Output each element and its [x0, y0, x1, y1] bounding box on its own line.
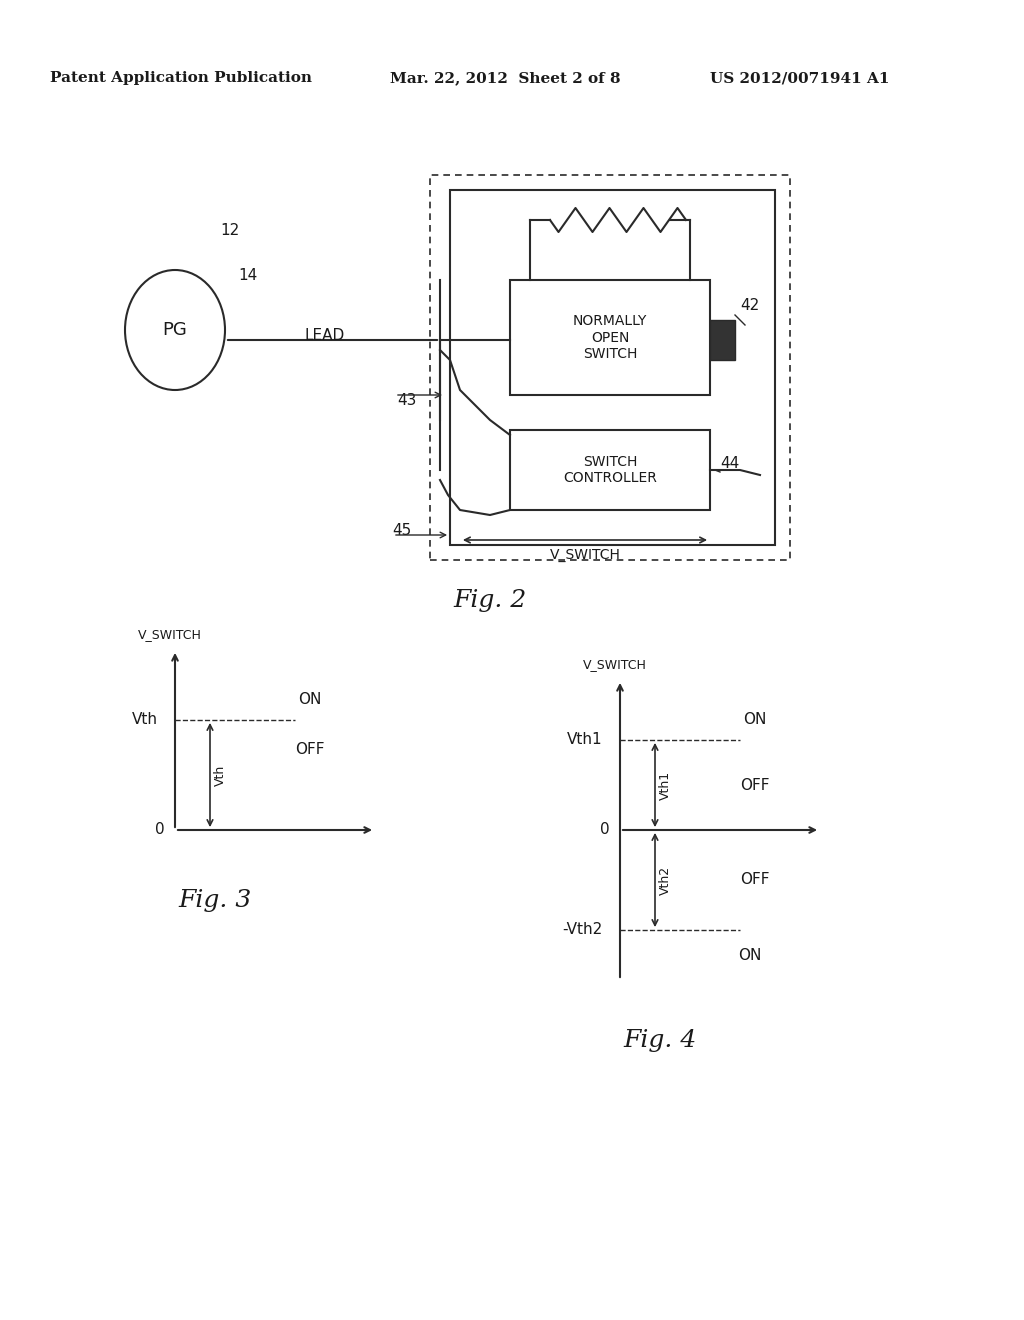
Text: 0: 0 [156, 822, 165, 837]
Bar [430, 176, 790, 560]
Text: 43: 43 [397, 393, 417, 408]
Text: ON: ON [738, 948, 762, 962]
Text: Vth1: Vth1 [567, 733, 603, 747]
Text: -Vth2: -Vth2 [562, 923, 602, 937]
Text: NORMALLY
OPEN
SWITCH: NORMALLY OPEN SWITCH [572, 314, 647, 360]
Text: Vth2: Vth2 [658, 866, 672, 895]
Text: 42: 42 [740, 298, 759, 313]
Text: Vth1: Vth1 [658, 771, 672, 800]
Bar [510, 430, 710, 510]
Text: 14: 14 [238, 268, 257, 282]
Text: OFF: OFF [295, 742, 325, 758]
Text: ON: ON [298, 693, 322, 708]
Text: LEAD: LEAD [305, 327, 345, 343]
Text: Patent Application Publication: Patent Application Publication [50, 71, 312, 84]
Text: SWITCH
CONTROLLER: SWITCH CONTROLLER [563, 455, 657, 486]
Text: Fig. 2: Fig. 2 [454, 589, 526, 611]
Text: 12: 12 [220, 223, 240, 238]
Text: Fig. 3: Fig. 3 [178, 888, 252, 912]
Text: Fig. 4: Fig. 4 [624, 1028, 696, 1052]
Text: Mar. 22, 2012  Sheet 2 of 8: Mar. 22, 2012 Sheet 2 of 8 [390, 71, 621, 84]
Text: US 2012/0071941 A1: US 2012/0071941 A1 [710, 71, 890, 84]
Text: 0: 0 [600, 822, 610, 837]
Text: PG: PG [163, 321, 187, 339]
Text: V_SWITCH: V_SWITCH [138, 628, 202, 642]
Text: Vth: Vth [213, 764, 226, 785]
Text: 44: 44 [720, 455, 739, 471]
Text: V_SWITCH: V_SWITCH [583, 659, 647, 672]
Text: V_SWITCH: V_SWITCH [550, 548, 621, 562]
Bar [510, 280, 710, 395]
Text: ON: ON [743, 713, 767, 727]
Bar [710, 319, 735, 360]
Text: Vth: Vth [132, 713, 158, 727]
Text: 45: 45 [392, 523, 412, 539]
Text: OFF: OFF [740, 873, 770, 887]
Bar [450, 190, 775, 545]
Text: OFF: OFF [740, 777, 770, 792]
